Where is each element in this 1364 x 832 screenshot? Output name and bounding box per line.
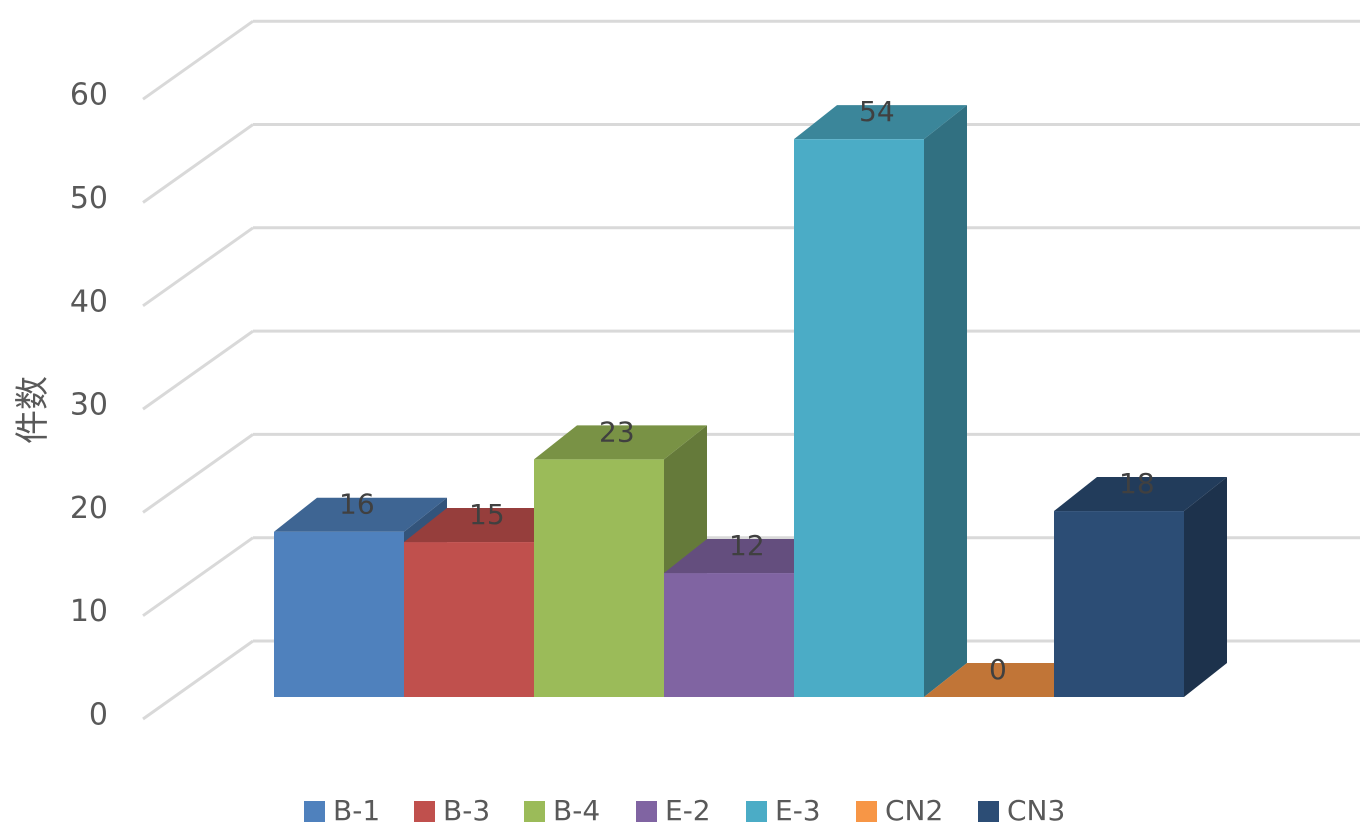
bar-front bbox=[794, 139, 924, 697]
y-tick-label: 60 bbox=[70, 78, 108, 113]
y-axis-ticks: 0 10 20 30 40 50 60 bbox=[70, 78, 108, 733]
bar-front bbox=[664, 573, 794, 697]
legend-label: B-3 bbox=[443, 794, 490, 827]
legend-label: E-2 bbox=[665, 794, 711, 827]
data-label: 15 bbox=[469, 498, 505, 531]
bar-top bbox=[404, 508, 577, 543]
bar-top bbox=[794, 105, 967, 140]
y-axis-title: 件数 bbox=[13, 376, 53, 444]
legend[interactable]: B-1 B-3 B-4 E-2 E-3 CN2 CN3 bbox=[304, 794, 1065, 827]
legend-label: B-4 bbox=[553, 794, 600, 827]
bar-front bbox=[1054, 511, 1184, 697]
legend-swatch bbox=[746, 801, 767, 822]
gridline-side bbox=[142, 123, 254, 204]
bar-cn2 bbox=[924, 663, 1097, 697]
gridline-side bbox=[142, 19, 254, 101]
legend-label: CN3 bbox=[1007, 794, 1065, 827]
legend-item-e-2[interactable]: E-2 bbox=[636, 794, 711, 827]
bar-top bbox=[534, 425, 707, 460]
bar-front bbox=[534, 459, 664, 697]
legend-swatch bbox=[524, 801, 545, 822]
legend-swatch bbox=[978, 801, 999, 822]
bar-top bbox=[274, 497, 447, 532]
data-label: 23 bbox=[599, 415, 635, 448]
bar-cn3 bbox=[1054, 477, 1227, 697]
gridline-side bbox=[142, 639, 254, 721]
bars bbox=[274, 105, 1227, 698]
legend-label: CN2 bbox=[885, 794, 943, 827]
gridline-side bbox=[142, 536, 254, 617]
legend-label: E-3 bbox=[775, 794, 821, 827]
gridline-side bbox=[142, 329, 254, 411]
legend-item-b-1[interactable]: B-1 bbox=[304, 794, 380, 827]
y-tick-label: 0 bbox=[89, 698, 108, 733]
legend-item-b-3[interactable]: B-3 bbox=[414, 794, 490, 827]
legend-item-b-4[interactable]: B-4 bbox=[524, 794, 600, 827]
legend-label: B-1 bbox=[333, 794, 380, 827]
data-label: 18 bbox=[1119, 467, 1155, 500]
gridline-side bbox=[142, 433, 254, 514]
bar-side bbox=[924, 105, 967, 698]
data-labels: 16 15 23 12 54 0 18 bbox=[339, 95, 1155, 686]
legend-swatch bbox=[304, 801, 325, 822]
data-label: 54 bbox=[859, 95, 895, 128]
legend-swatch bbox=[856, 801, 877, 822]
gridline-side bbox=[142, 226, 254, 308]
y-tick-label: 10 bbox=[70, 594, 108, 629]
bar-side bbox=[1184, 477, 1227, 697]
y-tick-label: 40 bbox=[70, 284, 108, 319]
data-label: 12 bbox=[729, 529, 765, 562]
legend-item-cn2[interactable]: CN2 bbox=[856, 794, 943, 827]
bar-e-3 bbox=[794, 105, 967, 698]
bar-top bbox=[664, 539, 837, 574]
bar-front bbox=[274, 531, 404, 697]
bar-top bbox=[924, 663, 1097, 697]
y-tick-label: 30 bbox=[70, 388, 108, 423]
y-tick-label: 50 bbox=[70, 181, 108, 216]
y-tick-label: 20 bbox=[70, 491, 108, 526]
legend-item-e-3[interactable]: E-3 bbox=[746, 794, 821, 827]
data-label: 0 bbox=[989, 653, 1007, 686]
legend-item-cn3[interactable]: CN3 bbox=[978, 794, 1065, 827]
bar-front bbox=[404, 542, 534, 697]
bar-top bbox=[1054, 477, 1227, 512]
data-label: 16 bbox=[339, 488, 375, 521]
legend-swatch bbox=[414, 801, 435, 822]
legend-swatch bbox=[636, 801, 657, 822]
